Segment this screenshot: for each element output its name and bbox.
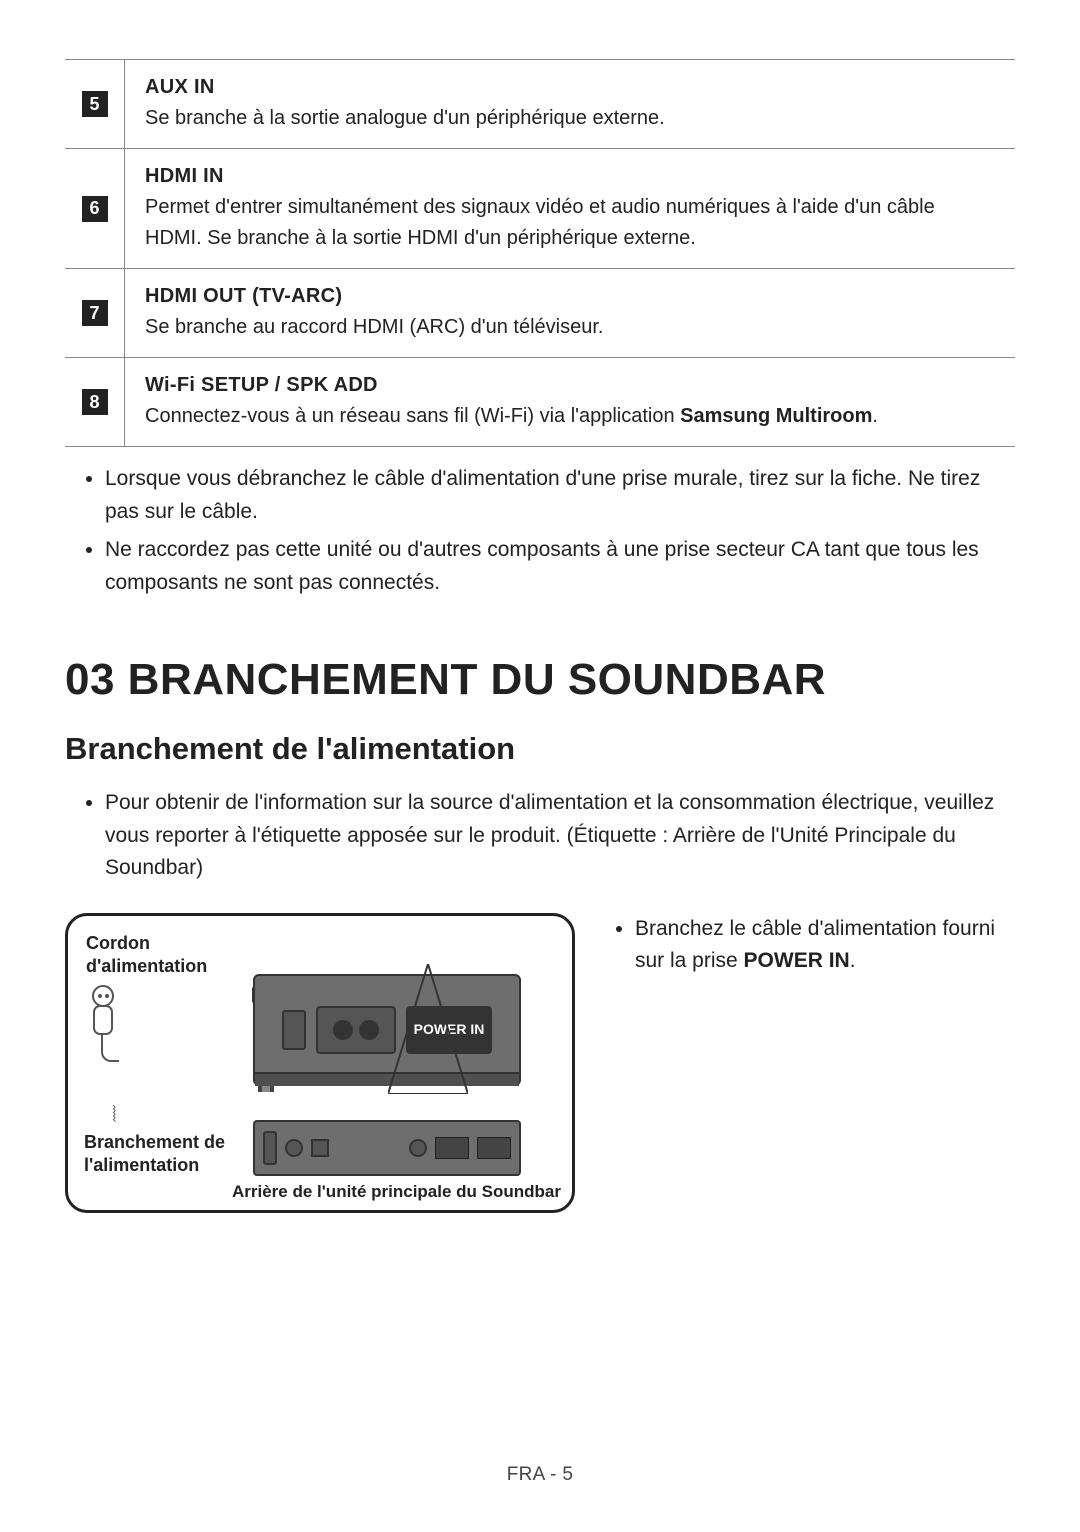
number-badge: 5 — [82, 91, 108, 117]
warning-item: Lorsque vous débranchez le câble d'alime… — [105, 463, 1015, 528]
info-list: Pour obtenir de l'information sur la sou… — [105, 787, 1015, 885]
port-icon — [282, 1010, 306, 1050]
cord-label-line2: d'alimentation — [86, 956, 207, 976]
connector-title: AUX IN — [145, 72, 995, 103]
device-top-panel: POWER IN — [253, 974, 521, 1086]
connector-title: Wi-Fi SETUP / SPK ADD — [145, 370, 995, 401]
table-row: 8 Wi-Fi SETUP / SPK ADD Connectez-vous à… — [65, 357, 1015, 447]
row-description: Wi-Fi SETUP / SPK ADD Connectez-vous à u… — [125, 358, 1015, 446]
desc-pre: Connectez-vous à un réseau sans fil (Wi-… — [145, 405, 680, 427]
page-footer: FRA - 5 — [0, 1464, 1080, 1486]
port-icon — [409, 1139, 427, 1157]
port-group-icon — [316, 1006, 396, 1054]
instruction-bold: POWER IN — [744, 949, 850, 972]
instruction-post: . — [850, 949, 856, 972]
power-diagram: Cordon d'alimentation ⦚ Branchement de l… — [65, 913, 575, 1213]
section-heading: 03 BRANCHEMENT DU SOUNDBAR — [65, 655, 1015, 705]
connector-desc: Se branche à la sortie analogue d'un pér… — [145, 103, 995, 134]
connector-desc: Connectez-vous à un réseau sans fil (Wi-… — [145, 401, 995, 432]
cable-squiggle-icon: ⦚ — [112, 1102, 117, 1128]
row-number-cell: 5 — [65, 60, 125, 148]
port-icon — [285, 1139, 303, 1157]
branch-label-line2: l'alimentation — [84, 1155, 199, 1175]
device-rear-panel — [253, 1120, 521, 1176]
cord-label-line1: Cordon — [86, 933, 150, 953]
port-label-icon — [435, 1137, 469, 1159]
instruction-list: Branchez le câble d'alimentation fourni … — [635, 913, 1015, 978]
row-number-cell: 8 — [65, 358, 125, 446]
row-number-cell: 7 — [65, 269, 125, 357]
instruction-item: Branchez le câble d'alimentation fourni … — [635, 913, 1015, 978]
connector-table: 5 AUX IN Se branche à la sortie analogue… — [65, 59, 1015, 447]
number-badge: 8 — [82, 389, 108, 415]
cable-line-icon — [101, 1034, 119, 1062]
table-row: 6 HDMI IN Permet d'entrer simultanément … — [65, 148, 1015, 269]
callout-triangle-icon — [388, 964, 468, 1094]
port-icon — [311, 1139, 329, 1157]
row-number-cell: 6 — [65, 149, 125, 268]
warning-item: Ne raccordez pas cette unité ou d'autres… — [105, 534, 1015, 599]
warning-list: Lorsque vous débranchez le câble d'alime… — [105, 463, 1015, 599]
table-row: 7 HDMI OUT (TV-ARC) Se branche au raccor… — [65, 268, 1015, 358]
port-icon — [263, 1131, 277, 1165]
number-badge: 6 — [82, 196, 108, 222]
connector-desc: Permet d'entrer simultanément des signau… — [145, 192, 995, 254]
device-edge-icon — [255, 1072, 519, 1086]
diagram-instruction-row: Cordon d'alimentation ⦚ Branchement de l… — [65, 913, 1015, 1213]
table-row: 5 AUX IN Se branche à la sortie analogue… — [65, 59, 1015, 149]
desc-bold: Samsung Multiroom — [680, 405, 872, 427]
port-label-icon — [477, 1137, 511, 1159]
rear-caption: Arrière de l'unité principale du Soundba… — [232, 1182, 561, 1202]
connector-desc: Se branche au raccord HDMI (ARC) d'un té… — [145, 312, 995, 343]
info-item: Pour obtenir de l'information sur la sou… — [105, 787, 1015, 885]
branch-label-line1: Branchement de — [84, 1132, 225, 1152]
number-badge: 7 — [82, 300, 108, 326]
subsection-heading: Branchement de l'alimentation — [65, 731, 1015, 767]
branch-label: Branchement de l'alimentation — [84, 1131, 225, 1178]
desc-post: . — [872, 405, 878, 427]
connector-title: HDMI OUT (TV-ARC) — [145, 281, 995, 312]
instruction-column: Branchez le câble d'alimentation fourni … — [605, 913, 1015, 1213]
row-description: HDMI IN Permet d'entrer simultanément de… — [125, 149, 1015, 268]
cord-label: Cordon d'alimentation — [86, 932, 554, 979]
connector-title: HDMI IN — [145, 161, 995, 192]
row-description: AUX IN Se branche à la sortie analogue d… — [125, 60, 1015, 148]
row-description: HDMI OUT (TV-ARC) Se branche au raccord … — [125, 269, 1015, 357]
